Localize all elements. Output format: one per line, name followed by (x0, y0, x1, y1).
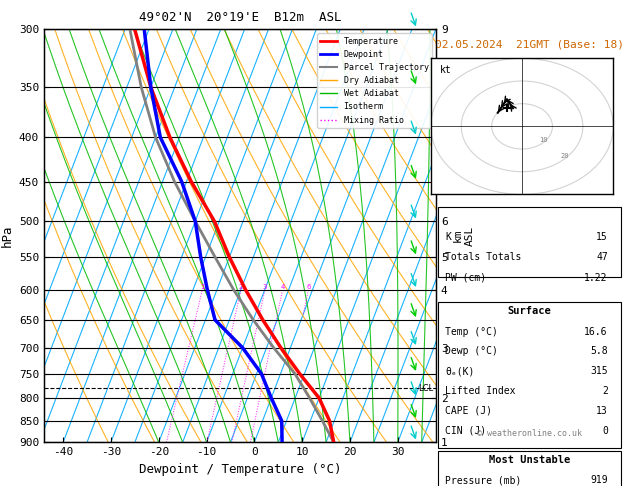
Text: Temp (°C): Temp (°C) (445, 327, 498, 337)
Text: 919: 919 (590, 475, 608, 486)
Text: Surface: Surface (508, 306, 551, 316)
Title: 49°02'N  20°19'E  B12m  ASL: 49°02'N 20°19'E B12m ASL (139, 11, 342, 24)
Text: 0: 0 (602, 426, 608, 436)
Text: CIN (J): CIN (J) (445, 426, 486, 436)
Text: 2: 2 (239, 284, 243, 290)
Text: 3: 3 (263, 284, 267, 290)
Y-axis label: hPa: hPa (1, 225, 13, 247)
Text: CAPE (J): CAPE (J) (445, 406, 493, 416)
Text: 47: 47 (596, 252, 608, 262)
Text: K: K (445, 232, 451, 242)
Text: Pressure (mb): Pressure (mb) (445, 475, 521, 486)
Text: 6: 6 (306, 284, 311, 290)
Text: PW (cm): PW (cm) (445, 273, 486, 283)
Y-axis label: km
ASL: km ASL (454, 226, 475, 246)
Text: kt: kt (440, 65, 452, 75)
Legend: Temperature, Dewpoint, Parcel Trajectory, Dry Adiabat, Wet Adiabat, Isotherm, Mi: Temperature, Dewpoint, Parcel Trajectory… (317, 34, 432, 128)
Text: Most Unstable: Most Unstable (489, 455, 570, 465)
Text: 16.6: 16.6 (584, 327, 608, 337)
Text: 315: 315 (590, 366, 608, 376)
Text: 13: 13 (596, 406, 608, 416)
Text: 10: 10 (539, 137, 548, 143)
Text: 02.05.2024  21GMT (Base: 18): 02.05.2024 21GMT (Base: 18) (435, 39, 624, 50)
Text: θₑ(K): θₑ(K) (445, 366, 475, 376)
Text: 5.8: 5.8 (590, 347, 608, 356)
Text: LCL: LCL (418, 384, 433, 393)
X-axis label: Dewpoint / Temperature (°C): Dewpoint / Temperature (°C) (139, 463, 342, 476)
Text: 15: 15 (596, 232, 608, 242)
Text: 4: 4 (281, 284, 285, 290)
Text: © weatheronline.co.uk: © weatheronline.co.uk (477, 429, 582, 438)
Text: 1: 1 (200, 284, 204, 290)
Text: 20: 20 (560, 153, 569, 159)
Text: Dewp (°C): Dewp (°C) (445, 347, 498, 356)
Text: Totals Totals: Totals Totals (445, 252, 521, 262)
Text: 2: 2 (602, 386, 608, 396)
Text: Lifted Index: Lifted Index (445, 386, 516, 396)
Text: 1.22: 1.22 (584, 273, 608, 283)
